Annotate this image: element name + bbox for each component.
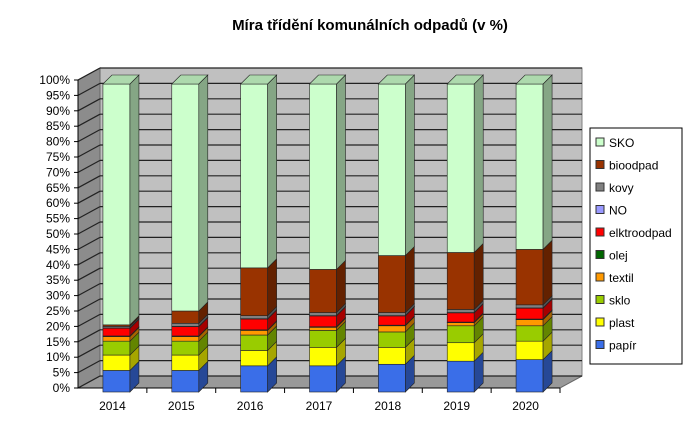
- bar-segment-bioodpad-2018: [378, 245, 415, 314]
- legend-swatch-textil: [595, 272, 605, 282]
- bar-segment-SKO-2014: [102, 74, 140, 326]
- y-tick-label: 5%: [53, 366, 71, 380]
- x-tick-label: 2018: [375, 399, 402, 413]
- y-tick-label: 75%: [46, 150, 70, 164]
- gridline: [77, 221, 101, 235]
- y-tick-label: 35%: [46, 273, 70, 287]
- y-tick-label: 90%: [46, 104, 70, 118]
- y-tick-label: 10%: [46, 350, 70, 364]
- y-tick-label: 0%: [53, 381, 71, 395]
- bar-segment-bioodpad-2015: [171, 301, 209, 325]
- y-tick-label: 80%: [46, 135, 70, 149]
- y-tick-label: 100%: [39, 73, 70, 87]
- legend: SKO bioodpad kovy NO elktroodpad olej textil sk…: [589, 127, 683, 365]
- bar-segment-papír-2017: [309, 356, 346, 393]
- bar-segment-SKO-2017: [308, 74, 347, 271]
- gridline: [77, 82, 101, 96]
- gridline: [77, 129, 101, 143]
- y-tick-label: 25%: [46, 304, 70, 318]
- bar-segment-bioodpad-2016: [240, 258, 277, 317]
- bar-segment-papír-2015: [171, 360, 209, 393]
- y-tick-label: 15%: [46, 335, 70, 349]
- y-tick-label: 65%: [46, 181, 70, 195]
- gridline: [77, 360, 101, 374]
- bar-segment-bioodpad-2017: [309, 259, 346, 314]
- gridline: [77, 267, 101, 281]
- gridline: [77, 252, 101, 266]
- x-tick-label: 2016: [237, 399, 264, 413]
- gridline: [77, 190, 101, 204]
- legend-swatch-sklo: [595, 295, 605, 304]
- bar-segment-SKO-2020: [515, 74, 553, 251]
- legend-swatch-olej: [595, 250, 605, 259]
- legend-label: textil: [609, 271, 634, 285]
- x-tick-label: 2020: [512, 399, 539, 413]
- y-tick-label: 50%: [46, 227, 70, 241]
- bar-segment-papír-2018: [378, 354, 415, 393]
- gridline: [77, 313, 101, 327]
- gridline: [77, 298, 101, 312]
- bar-segment-SKO-2019: [446, 74, 484, 254]
- y-tick-label: 85%: [46, 119, 70, 133]
- legend-label: sklo: [609, 294, 631, 308]
- bar-segment-sklo-2018: [378, 322, 415, 349]
- x-tick-label: 2019: [443, 399, 470, 413]
- y-tick-label: 45%: [46, 242, 70, 256]
- bar-segment-textil-2018: [378, 316, 415, 333]
- legend-swatch-SKO: [595, 137, 605, 147]
- legend-label: NO: [609, 204, 627, 218]
- gridline: [77, 159, 101, 173]
- y-tick-label: 95%: [46, 88, 70, 102]
- legend-label: elktroodpad: [609, 226, 672, 240]
- bar-segment-papír-2016: [240, 356, 277, 393]
- y-tick-label: 55%: [46, 212, 70, 226]
- legend-label: olej: [609, 249, 628, 263]
- legend-label: papír: [609, 339, 636, 353]
- bar-segment-papír-2014: [102, 360, 140, 393]
- gridline: [77, 283, 101, 297]
- legend-swatch-NO: [595, 205, 605, 214]
- bar-segment-plast-2014: [102, 345, 140, 372]
- y-tick-label: 20%: [46, 319, 70, 333]
- gridline: [77, 344, 101, 358]
- legend-label: bioodpad: [609, 159, 658, 173]
- legend-swatch-kovy: [595, 182, 605, 192]
- y-tick-label: 40%: [46, 258, 70, 272]
- bar-segment-SKO-2015: [171, 74, 209, 312]
- gridline: [77, 113, 101, 127]
- chart-title: Míra třídění komunálních odpadů (v %): [232, 17, 508, 34]
- legend-box: [589, 127, 683, 365]
- legend-label: SKO: [609, 136, 634, 150]
- y-tick-label: 60%: [46, 196, 70, 210]
- gridline: [77, 144, 101, 158]
- legend-label: plast: [609, 316, 635, 330]
- y-tick-label: 70%: [46, 165, 70, 179]
- gridline: [77, 175, 101, 189]
- bar-segment-plast-2018: [378, 337, 415, 366]
- legend-swatch-plast: [595, 317, 605, 327]
- x-tick-label: 2015: [168, 399, 195, 413]
- bar-segment-SKO-2018: [377, 74, 416, 257]
- gridline: [77, 98, 101, 112]
- x-tick-label: 2017: [306, 399, 333, 413]
- bar-segment-papír-2019: [446, 351, 484, 393]
- bar-segment-SKO-2016: [239, 74, 278, 269]
- gridline: [77, 375, 101, 389]
- legend-label: kovy: [609, 181, 634, 195]
- bar-segment-bioodpad-2020: [515, 239, 553, 306]
- legend-swatch-bioodpad: [595, 160, 605, 169]
- bar-segment-plast-2019: [446, 332, 484, 362]
- legend-swatch-papír: [595, 340, 605, 349]
- gridline: [77, 67, 101, 81]
- y-tick-label: 30%: [46, 289, 70, 303]
- gridline: [77, 206, 101, 220]
- x-tick-label: 2014: [99, 399, 126, 413]
- gridline: [77, 236, 101, 250]
- bar-segment-bioodpad-2019: [446, 242, 484, 311]
- gridline: [77, 329, 101, 343]
- legend-swatch-elktroodpad: [595, 227, 605, 237]
